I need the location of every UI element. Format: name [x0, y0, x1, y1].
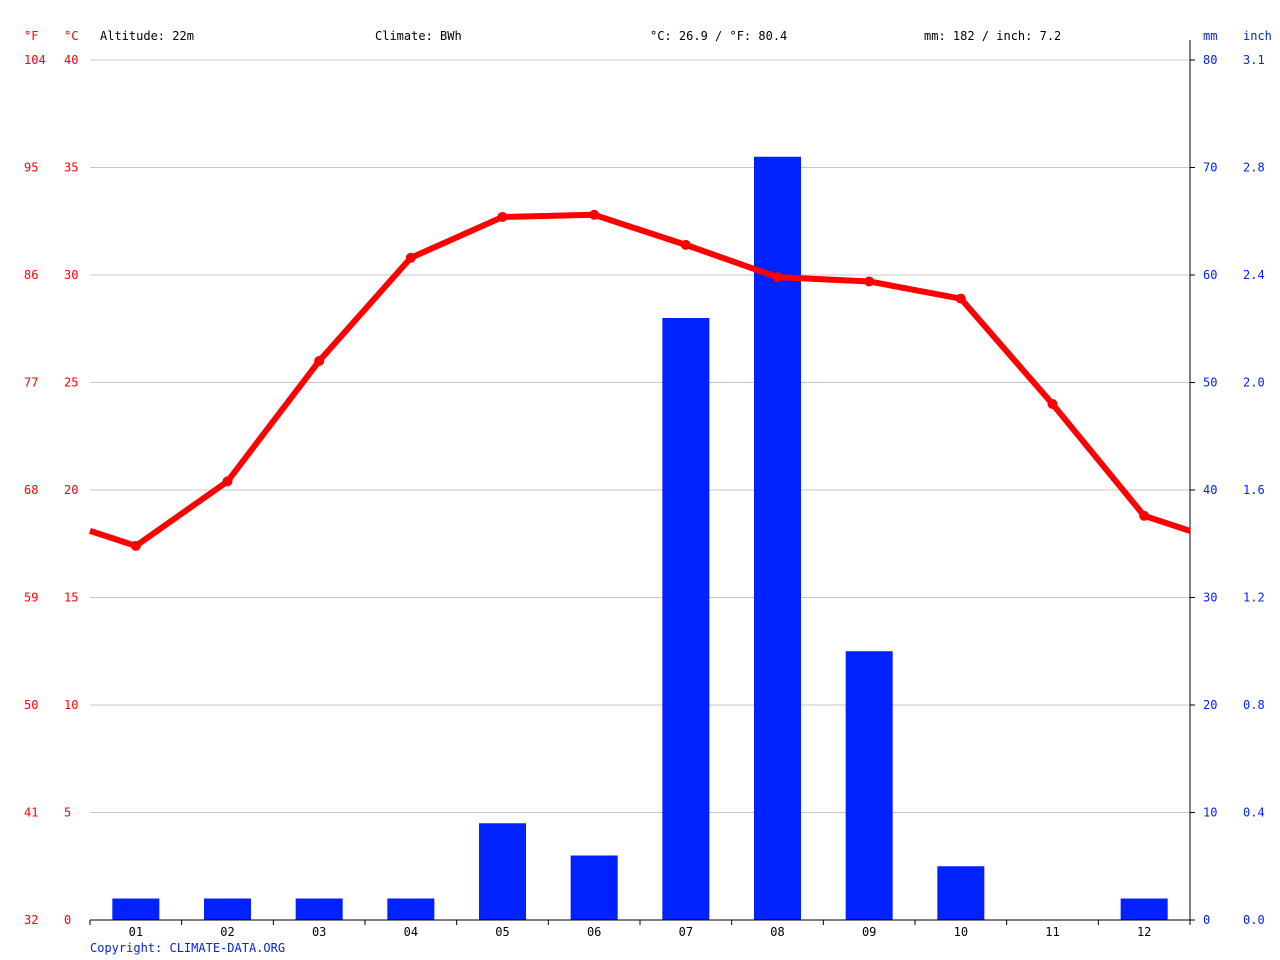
axes — [89, 40, 1195, 925]
month-label: 07 — [679, 925, 693, 939]
temperature-point — [589, 209, 600, 220]
temperature-point — [222, 476, 233, 487]
precip-bar — [479, 823, 526, 920]
gridlines — [90, 59, 1190, 813]
temperature-polyline — [89, 211, 1191, 549]
precip-total-label: mm: 182 / inch: 7.2 — [924, 29, 1061, 43]
month-label: 08 — [770, 925, 784, 939]
tick-label-f: 95 — [24, 161, 38, 175]
tick-label-mm: 30 — [1203, 591, 1217, 605]
month-label: 06 — [587, 925, 601, 939]
tick-label-c: 15 — [64, 591, 78, 605]
temperature-point — [955, 293, 966, 304]
tick-label-mm: 60 — [1203, 268, 1217, 282]
month-label: 11 — [1045, 925, 1059, 939]
month-label: 12 — [1137, 925, 1151, 939]
tick-label-inch: 0.4 — [1243, 806, 1265, 820]
precip-bar — [112, 898, 160, 920]
climate-label: Climate: BWh — [375, 29, 462, 43]
tick-label-c: 10 — [64, 698, 78, 712]
temperature-point — [1047, 399, 1058, 409]
copyright-text: Copyright: CLIMATE-DATA.ORG — [90, 941, 285, 955]
tick-label-f: 77 — [24, 376, 38, 390]
tick-label-c: 5 — [64, 806, 71, 820]
precip-bar — [1120, 898, 1168, 920]
tick-label-c: 30 — [64, 268, 78, 282]
temperature-point — [405, 252, 416, 263]
precip-bar — [754, 156, 801, 920]
tick-label-f: 32 — [24, 913, 38, 927]
tick-label-mm: 40 — [1203, 483, 1217, 497]
tick-label-inch: 0.8 — [1243, 698, 1265, 712]
tick-label-f: 68 — [24, 483, 38, 497]
tick-label-inch: 1.2 — [1243, 591, 1265, 605]
avg-temp-label: °C: 26.9 / °F: 80.4 — [650, 29, 787, 43]
precip-bar — [295, 898, 343, 920]
tick-label-inch: 2.8 — [1243, 161, 1265, 175]
tick-label-c: 20 — [64, 483, 78, 497]
tick-labels: 32 0 0 0.0 41 5 10 0.4 50 10 20 0.8 59 15 30 1.2 68 20 40 1… — [24, 53, 1265, 939]
tick-label-inch: 0.0 — [1243, 913, 1265, 927]
month-label: 10 — [954, 925, 968, 939]
tick-label-mm: 70 — [1203, 161, 1217, 175]
precip-bar — [570, 855, 618, 920]
temperature-point — [314, 356, 325, 366]
tick-label-f: 50 — [24, 698, 38, 712]
precip-bar — [937, 866, 985, 920]
tick-label-c: 40 — [64, 53, 78, 67]
month-label: 04 — [404, 925, 418, 939]
precipitation-bars — [112, 156, 1168, 920]
precip-bar — [845, 651, 893, 920]
precip-bar — [204, 898, 251, 920]
temperature-point — [772, 272, 783, 283]
tick-label-inch: 1.6 — [1243, 483, 1265, 497]
temperature-line — [89, 209, 1191, 551]
altitude-label: Altitude: 22m — [100, 29, 194, 43]
tick-label-c: 0 — [64, 913, 71, 927]
unit-f-label: °F — [24, 29, 38, 43]
tick-label-mm: 20 — [1203, 698, 1217, 712]
month-label: 02 — [220, 925, 234, 939]
tick-label-c: 25 — [64, 376, 78, 390]
tick-label-inch: 3.1 — [1243, 53, 1265, 67]
tick-label-f: 86 — [24, 268, 38, 282]
tick-label-mm: 50 — [1203, 376, 1217, 390]
tick-label-inch: 2.4 — [1243, 268, 1265, 282]
temperature-point — [1139, 510, 1150, 521]
tick-label-f: 41 — [24, 806, 38, 820]
tick-label-mm: 0 — [1203, 913, 1210, 927]
unit-c-label: °C — [64, 29, 78, 43]
unit-mm-label: mm — [1203, 29, 1217, 43]
month-label: 05 — [495, 925, 509, 939]
tick-label-inch: 2.0 — [1243, 376, 1265, 390]
tick-label-mm: 10 — [1203, 806, 1217, 820]
month-label: 09 — [862, 925, 876, 939]
month-label: 01 — [129, 925, 143, 939]
precip-bar — [662, 318, 710, 920]
tick-label-f: 104 — [24, 53, 46, 67]
month-label: 03 — [312, 925, 326, 939]
tick-label-f: 59 — [24, 591, 38, 605]
temperature-point — [497, 211, 508, 222]
unit-inch-label: inch — [1243, 29, 1272, 43]
temperature-point — [680, 239, 691, 250]
temperature-point — [130, 540, 141, 551]
tick-label-mm: 80 — [1203, 53, 1217, 67]
precip-bar — [387, 898, 435, 920]
temperature-point — [864, 276, 875, 287]
tick-label-c: 35 — [64, 161, 78, 175]
